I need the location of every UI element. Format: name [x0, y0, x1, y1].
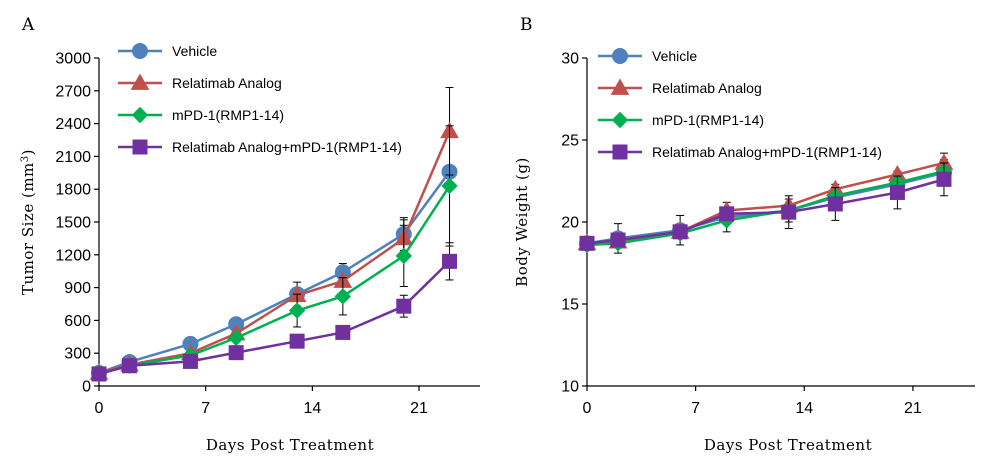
panel-b-y-axis-title: Body Weight (g)	[513, 157, 531, 287]
data-point	[227, 329, 245, 347]
legend-entry-1: Relatimab Analog	[598, 78, 762, 96]
legend-label: mPD-1(RMP1-14)	[652, 112, 764, 128]
data-point	[289, 333, 305, 349]
series-2	[90, 125, 458, 382]
y-tick-label: 1800	[55, 182, 91, 199]
legend-marker	[132, 139, 148, 155]
y-tick-label: 1500	[55, 215, 91, 232]
data-point	[719, 206, 735, 222]
y-tick-label: 600	[64, 313, 91, 330]
panel-a-plot: 0 300 600 900 1200 1500 1800 2100 2400 2700 3000 0 7…	[55, 51, 480, 417]
x-tick-label: 0	[95, 400, 104, 417]
legend-marker	[130, 73, 150, 90]
series-line	[98, 130, 451, 375]
series-line	[586, 169, 945, 247]
data-point	[936, 171, 952, 187]
series-line	[586, 161, 945, 245]
x-tick-label: 7	[691, 400, 700, 417]
data-point	[672, 224, 688, 240]
panel-b-legend: Vehicle Relatimab Analog mPD-1(RMP1-14) Rel…	[598, 48, 882, 160]
panel-b: B Body Weight (g) Days Post Treatment 10…	[513, 15, 975, 454]
panel-b-x-axis-title: Days Post Treatment	[704, 436, 872, 454]
legend-marker	[132, 43, 148, 59]
series-1	[89, 87, 459, 380]
panel-a-y-axis-title: Tumor Size (mm3)	[19, 149, 37, 295]
legend-label: Vehicle	[172, 43, 217, 59]
data-point	[610, 232, 626, 248]
data-point	[288, 302, 306, 319]
x-tick-label: 21	[904, 400, 922, 417]
legend-entry-1: Relatimab Analog	[118, 73, 282, 91]
y-tick-label: 3000	[55, 51, 91, 68]
legend-marker	[131, 106, 149, 124]
x-tick-label: 7	[201, 400, 210, 417]
data-point	[182, 353, 198, 369]
legend-entry-0: Vehicle	[118, 43, 217, 59]
y-tick-label: 15	[561, 297, 579, 314]
series-line	[98, 260, 451, 376]
legend-marker	[612, 144, 628, 160]
data-point	[579, 235, 595, 251]
panel-a-y-axis-title-sup: 3	[20, 155, 31, 162]
x-tick-label: 14	[303, 400, 321, 417]
data-point	[396, 298, 412, 314]
legend-label: Relatimab Analog+mPD-1(RMP1-14)	[172, 139, 402, 155]
y-tick-label: 20	[561, 215, 579, 232]
y-tick-label: 2400	[55, 116, 91, 133]
y-tick-label: 10	[561, 379, 579, 396]
data-point	[335, 324, 351, 340]
series-0	[91, 163, 458, 381]
y-tick-label: 300	[64, 346, 91, 363]
data-point	[91, 366, 107, 382]
legend-marker	[611, 111, 629, 129]
legend-label: Relatimab Analog	[172, 75, 282, 91]
data-point	[889, 184, 905, 200]
x-tick-label: 0	[583, 400, 592, 417]
panel-b-plot: 10 15 20 25 30 0 7 14 21	[561, 51, 975, 417]
panel-a-legend: Vehicle Relatimab Analog mPD-1(RMP1-14) Rel…	[118, 43, 402, 155]
y-tick-label: 2700	[55, 83, 91, 100]
panel-a-x-axis-title: Days Post Treatment	[206, 436, 374, 454]
series-3	[579, 162, 952, 251]
data-point	[441, 177, 458, 195]
data-point	[827, 196, 843, 212]
legend-entry-2: mPD-1(RMP1-14)	[118, 106, 284, 124]
data-point	[781, 204, 797, 220]
legend-marker	[610, 78, 630, 95]
data-point	[121, 358, 137, 374]
legend-entry-2: mPD-1(RMP1-14)	[598, 111, 764, 129]
x-tick-label: 14	[795, 400, 813, 417]
panel-b-letter: B	[520, 15, 533, 35]
legend-label: Vehicle	[652, 48, 697, 64]
y-tick-label: 30	[561, 51, 579, 68]
data-point	[395, 247, 413, 265]
legend-entry-0: Vehicle	[598, 48, 697, 64]
y-tick-label: 0	[82, 379, 91, 396]
data-point	[334, 288, 352, 305]
y-tick-label: 1200	[55, 247, 91, 264]
panel-a-y-axis-title-end: )	[19, 149, 37, 155]
data-point	[442, 253, 458, 269]
y-tick-label: 25	[561, 133, 579, 150]
legend-entry-3: Relatimab Analog+mPD-1(RMP1-14)	[118, 139, 402, 155]
legend-label: Relatimab Analog	[652, 80, 762, 96]
series-line	[586, 178, 945, 245]
series-line	[98, 170, 451, 375]
legend-marker	[612, 48, 628, 64]
data-point	[228, 345, 244, 361]
panel-a-y-axis-title-main: Tumor Size (mm	[19, 162, 37, 295]
series-3	[91, 242, 458, 382]
panel-a: A Tumor Size (mm3) Days Post Treatment 0…	[19, 15, 480, 454]
y-tick-label: 2100	[55, 149, 91, 166]
legend-entry-3: Relatimab Analog+mPD-1(RMP1-14)	[598, 144, 882, 160]
legend-label: mPD-1(RMP1-14)	[172, 107, 284, 123]
legend-label: Relatimab Analog+mPD-1(RMP1-14)	[652, 144, 882, 160]
x-tick-label: 21	[410, 400, 428, 417]
y-tick-label: 900	[64, 280, 91, 297]
panel-a-letter: A	[21, 15, 35, 35]
